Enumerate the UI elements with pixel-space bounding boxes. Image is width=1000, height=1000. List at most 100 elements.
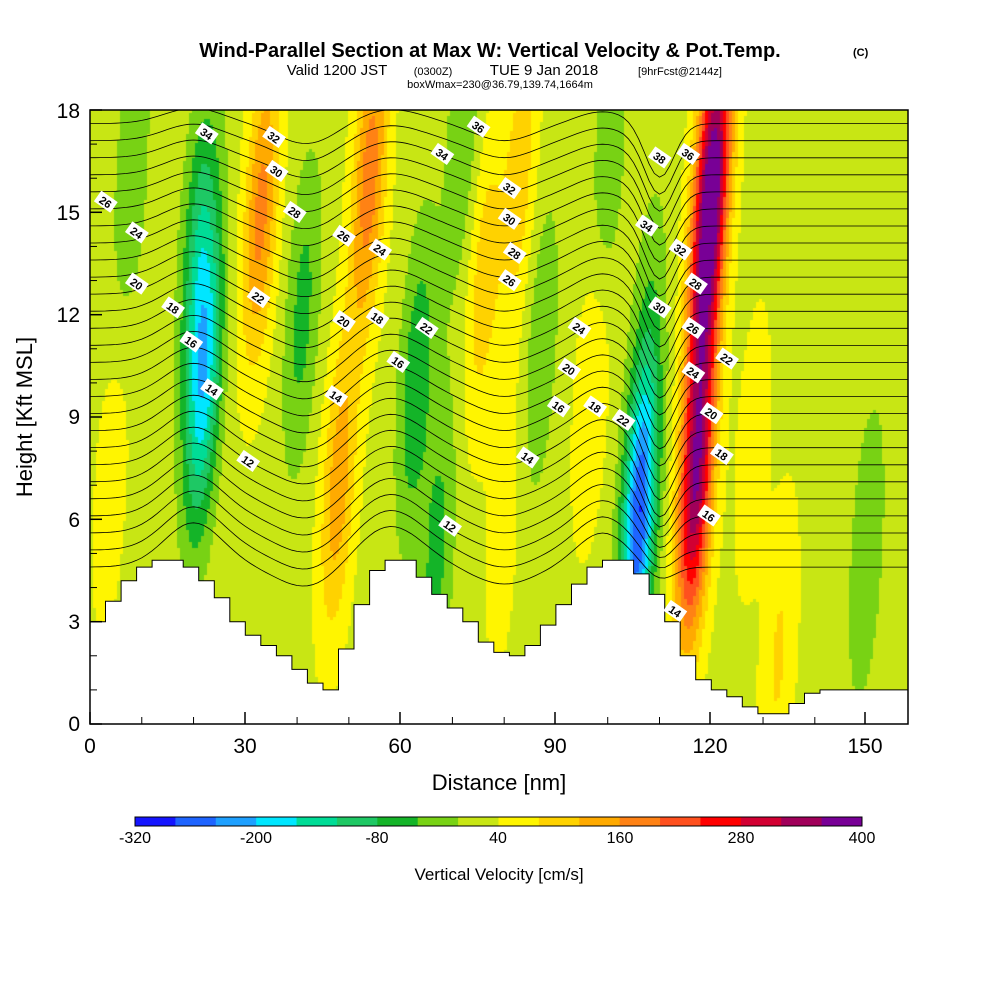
contour-label-text: 26 — [96, 194, 113, 211]
x-tick-label: 120 — [692, 735, 727, 758]
subtitle-forecast: [9hrFcst@2144z] — [638, 66, 722, 78]
contour-label-box — [264, 159, 289, 183]
contour-label-text: 28 — [687, 276, 704, 293]
colorbar-swatch — [660, 817, 701, 826]
contour-label: 26 — [93, 190, 118, 213]
contour-label-box — [282, 200, 307, 223]
contour-label-box — [681, 316, 706, 339]
contour-label-box — [324, 385, 349, 408]
contour-label: 16 — [546, 395, 571, 418]
contour-label: 16 — [386, 350, 411, 374]
contour-label-box — [697, 504, 721, 527]
isentrope-line — [90, 474, 908, 548]
contour-label-text: 18 — [586, 399, 603, 416]
contour-label-text: 28 — [505, 246, 522, 263]
contour-label: 30 — [647, 296, 672, 319]
x-tick-label: 60 — [388, 735, 411, 758]
contour-label: 20 — [332, 310, 356, 333]
contour-label: 22 — [246, 286, 271, 309]
contour-label: 16 — [697, 504, 721, 527]
colorbar-swatch — [458, 817, 499, 826]
contour-label-text: 30 — [500, 212, 517, 229]
contour-label-text: 18 — [164, 300, 181, 317]
minor-ticks — [90, 143, 816, 724]
colorbar-swatch — [336, 817, 378, 826]
isentrope-line — [90, 123, 908, 195]
contour-label-box — [557, 357, 582, 380]
contour-label-text: 38 — [650, 150, 667, 167]
contour-label: 20 — [557, 357, 582, 380]
isentrope-line — [90, 490, 908, 558]
isentrope-line — [90, 203, 908, 280]
isentrope-line — [90, 251, 908, 331]
contour-label-text: 32 — [265, 130, 282, 147]
y-axis-label: Height [Kft MSL] — [12, 337, 37, 497]
contour-label-box — [676, 142, 701, 165]
contour-label: 22 — [414, 316, 439, 339]
contour-label: 30 — [497, 207, 522, 230]
contour-label-text: 28 — [285, 205, 302, 222]
colorbar-swatch — [740, 817, 782, 826]
isentrope-line — [90, 187, 908, 263]
isentrope-line — [90, 110, 908, 178]
contour-label-box — [546, 395, 571, 418]
isentrope-line — [90, 442, 908, 528]
x-tick-label: 150 — [847, 735, 882, 758]
contour-label-box — [647, 296, 672, 319]
colorbar-frame — [134, 816, 863, 827]
contour-label-box — [179, 330, 204, 353]
contour-label: 38 — [647, 146, 672, 169]
colorbar-swatch — [781, 817, 823, 826]
colorbar-tick-label: -200 — [240, 830, 272, 847]
contour-label-text: 18 — [713, 447, 730, 464]
contour-label-text: 30 — [267, 164, 284, 181]
contour-label-box — [663, 599, 688, 623]
contour-label-box — [497, 207, 522, 230]
isentrope-line — [90, 219, 908, 297]
colorbar-swatches — [135, 817, 863, 826]
subtitle-date: TUE 9 Jan 2018 — [490, 62, 598, 79]
isentrope-line — [90, 314, 908, 399]
colorbar-tick-label: 40 — [489, 830, 507, 847]
contour-label-text: 20 — [560, 362, 577, 379]
contour-label: 32 — [262, 125, 287, 148]
contour-label-box — [124, 272, 149, 295]
x-axis: 0 30 60 90 120 150 Distance [nm] — [84, 712, 883, 795]
contour-label-text: 16 — [549, 399, 566, 416]
contour-label-box — [515, 446, 540, 469]
contour-label-box — [715, 347, 740, 370]
y-axis: 0 3 6 9 12 15 18 Height [Kft MSL] — [12, 100, 102, 736]
contour-label: 16 — [179, 330, 204, 353]
contour-label: 32 — [668, 238, 693, 261]
contour-label-box — [262, 125, 287, 148]
contour-label-box — [438, 514, 463, 537]
isentrope-line — [90, 299, 908, 382]
isentrope-line — [90, 346, 908, 433]
colorbar-tick-label: 400 — [849, 830, 876, 847]
y-tick-label: 18 — [57, 100, 80, 123]
colorbar: -320 -200 -80 40 160 280 400 Vertical Ve… — [119, 816, 876, 884]
colorbar-swatch — [821, 817, 863, 826]
contour-label-box — [236, 449, 261, 472]
isentrope-line — [90, 139, 908, 212]
contour-label-text: 12 — [441, 519, 458, 536]
isentrope-line — [90, 394, 908, 484]
contour-label-text: 22 — [718, 351, 735, 368]
contour-label-box — [567, 316, 592, 339]
y-tick-label: 0 — [68, 713, 80, 736]
y-tick-label: 9 — [68, 406, 80, 429]
contour-label-text: 22 — [249, 290, 266, 307]
contour-label: 28 — [684, 272, 708, 295]
colorbar-swatch — [700, 817, 742, 826]
contour-label-text: 26 — [500, 273, 517, 290]
contour-label-box — [430, 142, 455, 165]
contour-label-box — [368, 238, 393, 261]
contour-label-box — [124, 221, 149, 244]
x-axis-label: Distance [nm] — [432, 770, 567, 795]
contour-label-box — [502, 241, 527, 264]
contour-label-box — [386, 350, 411, 374]
contour-label: 36 — [676, 142, 701, 165]
contour-label-text: 20 — [702, 406, 719, 423]
contour-label-box — [583, 395, 608, 418]
